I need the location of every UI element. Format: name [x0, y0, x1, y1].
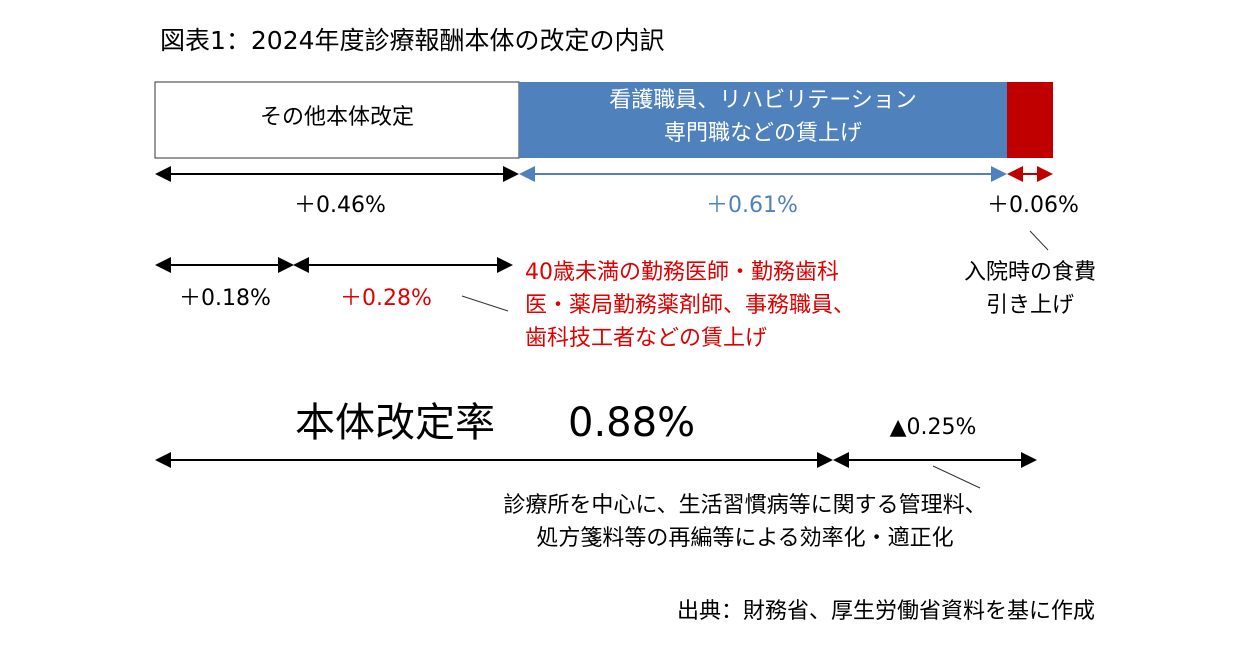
label: ＋0.18%: [179, 286, 271, 311]
segment-nursing: [519, 82, 1007, 158]
leader: [932, 465, 981, 489]
segment-label: 看護職員、リハビリテーション: [609, 88, 917, 113]
total-label: 本体改定率: [295, 400, 495, 446]
segment-label: その他本体改定: [260, 105, 414, 130]
note: 処方箋料等の再編等による効率化・適正化: [536, 526, 953, 551]
note: 入院時の食費: [964, 260, 1096, 285]
label: ＋0.61%: [706, 193, 798, 218]
note: 40歳未満の勤務医師・勤務歯科: [525, 260, 839, 285]
note: 医・薬局勤務薬剤師、事務職員、: [525, 293, 855, 318]
segment-meal: [1007, 82, 1053, 158]
segment-other: [154, 81, 520, 159]
total-value: 0.88%: [568, 400, 695, 446]
label: ＋0.28%: [340, 286, 432, 311]
label: ＋0.46%: [294, 193, 386, 218]
note: 引き上げ: [986, 293, 1074, 318]
note: 歯科技工者などの賃上げ: [525, 326, 767, 351]
segment-label: 専門職などの賃上げ: [664, 121, 862, 146]
note: 診療所を中心に、生活習慣病等に関する管理料、: [503, 493, 986, 518]
source: 出典：財務省、厚生労働省資料を基に作成: [677, 599, 1095, 624]
reduction: ▲0.25%: [890, 415, 977, 440]
leader: [461, 295, 509, 312]
label: ＋0.06%: [987, 193, 1079, 218]
title: 図表1：2024年度診療報酬本体の改定の内訳: [160, 26, 665, 55]
leader: [1029, 230, 1049, 251]
